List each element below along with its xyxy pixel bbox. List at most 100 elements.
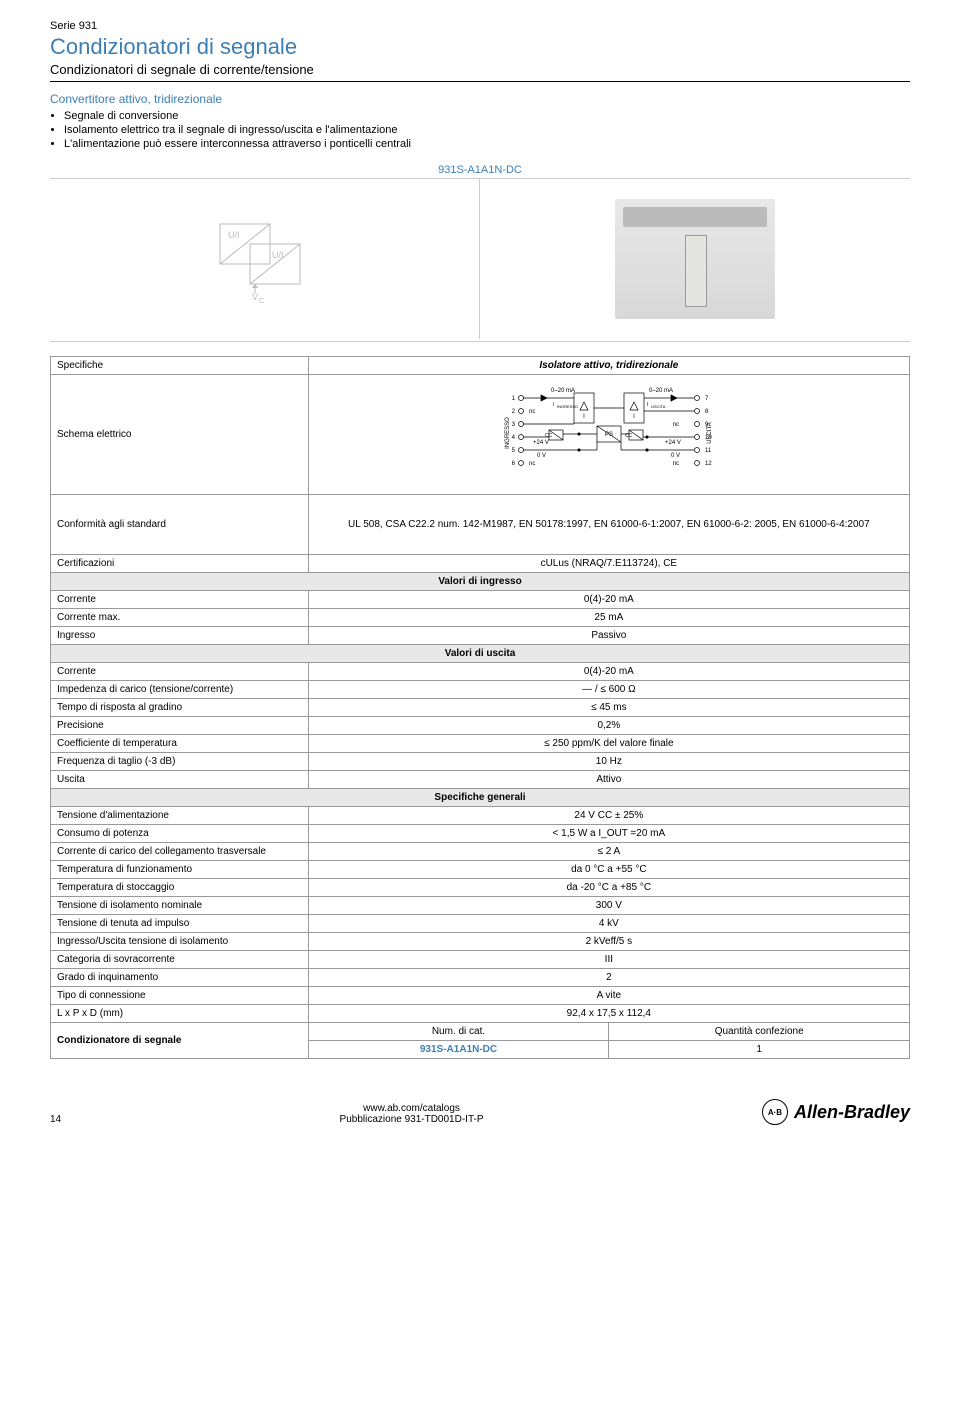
row-value: 2 kVeff/5 s	[308, 933, 909, 951]
converter-title: Convertitore attivo, tridirezionale	[50, 92, 910, 106]
row-value: 0(4)-20 mA	[308, 591, 909, 609]
row-label: Temperatura di stoccaggio	[51, 879, 309, 897]
row-value: ≤ 250 ppm/K del valore finale	[308, 735, 909, 753]
row-label: Consumo di potenza	[51, 825, 309, 843]
row-value: 4 kV	[308, 915, 909, 933]
order-qty: 1	[609, 1041, 910, 1059]
svg-text:0 V: 0 V	[671, 453, 680, 459]
brand-logo: A·B Allen-Bradley	[762, 1099, 910, 1125]
row-label: Tempo di risposta al gradino	[51, 699, 309, 717]
svg-text:INGRESSO: INGRESSO	[505, 417, 511, 449]
svg-text:7: 7	[705, 396, 709, 402]
wiring-diagram: INGRESSO USCITA 1 2 3 4 5 6 nc nc	[479, 378, 739, 488]
col-header: Num. di cat.	[308, 1023, 609, 1041]
svg-text:0–20 mA: 0–20 mA	[551, 388, 575, 394]
svg-text:+24 V: +24 V	[533, 440, 549, 446]
row-label: Corrente di carico del collegamento tras…	[51, 843, 309, 861]
svg-text:0–20 mA: 0–20 mA	[649, 388, 673, 394]
row-label: Schema elettrico	[51, 375, 309, 495]
svg-text:INGRESSO: INGRESSO	[557, 404, 578, 409]
footer-url: www.ab.com/catalogs	[61, 1103, 762, 1114]
section-header: Valori di uscita	[51, 645, 910, 663]
section-header: Valori di ingresso	[51, 573, 910, 591]
row-label: Conformità agli standard	[51, 495, 309, 555]
row-label: Temperatura di funzionamento	[51, 861, 309, 879]
logo-badge-icon: A·B	[762, 1099, 788, 1125]
page-subtitle: Condizionatori di segnale di corrente/te…	[50, 62, 910, 77]
svg-text:U/I: U/I	[228, 230, 240, 240]
feature-item: L'alimentazione può essere interconnessa…	[64, 138, 910, 150]
row-value: 300 V	[308, 897, 909, 915]
row-value: da 0 °C a +55 °C	[308, 861, 909, 879]
feature-item: Segnale di conversione	[64, 110, 910, 122]
svg-text:2: 2	[512, 409, 516, 415]
schematic-icon: U/I U/I V C	[210, 214, 320, 304]
section-header: Specifiche generali	[51, 789, 910, 807]
svg-text:6: 6	[512, 461, 516, 467]
product-image	[615, 199, 775, 319]
row-label: Certificazioni	[51, 555, 309, 573]
row-label: Precisione	[51, 717, 309, 735]
svg-text:PS: PS	[605, 432, 613, 438]
svg-text:0 V: 0 V	[537, 453, 546, 459]
svg-text:CC: CC	[625, 433, 633, 439]
page-number: 14	[50, 1114, 61, 1125]
svg-text:4: 4	[512, 435, 516, 441]
svg-text:11: 11	[705, 448, 712, 454]
row-value: 24 V CC ± 25%	[308, 807, 909, 825]
row-value: III	[308, 951, 909, 969]
svg-text:I: I	[633, 414, 635, 420]
brand-name: Allen-Bradley	[794, 1102, 910, 1123]
svg-text:I: I	[583, 414, 585, 420]
svg-text:12: 12	[705, 461, 712, 467]
row-label: Tensione di tenuta ad impulso	[51, 915, 309, 933]
feature-list: Segnale di conversione Isolamento elettr…	[64, 110, 910, 150]
divider	[50, 341, 910, 342]
order-code: 931S-A1A1N-DC	[308, 1041, 609, 1059]
svg-text:1: 1	[512, 396, 516, 402]
row-value: ≤ 2 A	[308, 843, 909, 861]
row-label: Coefficiente di temperatura	[51, 735, 309, 753]
footer-publication: Pubblicazione 931-TD001D-IT-P	[61, 1114, 762, 1125]
row-value: — / ≤ 600 Ω	[308, 681, 909, 699]
order-label: Condizionatore di segnale	[51, 1023, 309, 1059]
svg-text:8: 8	[705, 409, 709, 415]
row-value: 2	[308, 969, 909, 987]
svg-text:I: I	[553, 402, 554, 408]
model-number: 931S-A1A1N-DC	[50, 164, 910, 176]
col-header: Quantità confezione	[609, 1023, 910, 1041]
svg-text:nc: nc	[529, 409, 535, 415]
model-block: 931S-A1A1N-DC U/I U/I V C	[50, 164, 910, 342]
row-label: Grado di inquinamento	[51, 969, 309, 987]
svg-text:C: C	[259, 298, 264, 304]
svg-text:I: I	[647, 402, 648, 408]
row-label: Categoria di sovracorrente	[51, 951, 309, 969]
row-value: 25 mA	[308, 609, 909, 627]
row-label: Specifiche	[51, 357, 309, 375]
row-label: Corrente	[51, 591, 309, 609]
row-value: 0(4)-20 mA	[308, 663, 909, 681]
svg-text:U/I: U/I	[272, 250, 284, 260]
row-value: 92,4 x 17,5 x 112,4	[308, 1005, 909, 1023]
row-label: Frequenza di taglio (-3 dB)	[51, 753, 309, 771]
row-value: Passivo	[308, 627, 909, 645]
row-value: < 1,5 W a I_OUT =20 mA	[308, 825, 909, 843]
svg-text:nc: nc	[673, 461, 679, 467]
row-value: da -20 °C a +85 °C	[308, 879, 909, 897]
row-label: Corrente max.	[51, 609, 309, 627]
row-value: UL 508, CSA C22.2 num. 142-M1987, EN 501…	[308, 495, 909, 555]
row-label: Ingresso	[51, 627, 309, 645]
schema-cell: INGRESSO USCITA 1 2 3 4 5 6 nc nc	[308, 375, 909, 495]
row-label: Uscita	[51, 771, 309, 789]
divider	[50, 81, 910, 82]
series-label: Serie 931	[50, 20, 910, 32]
svg-text:CC: CC	[545, 433, 553, 439]
spec-table: Specifiche Isolatore attivo, tridirezion…	[50, 356, 910, 1059]
svg-text:10: 10	[705, 435, 712, 441]
svg-text:3: 3	[512, 422, 516, 428]
svg-text:nc: nc	[673, 422, 679, 428]
row-label: Tensione d'alimentazione	[51, 807, 309, 825]
row-label: Tensione di isolamento nominale	[51, 897, 309, 915]
row-label: Corrente	[51, 663, 309, 681]
svg-text:USCITA: USCITA	[651, 404, 666, 409]
